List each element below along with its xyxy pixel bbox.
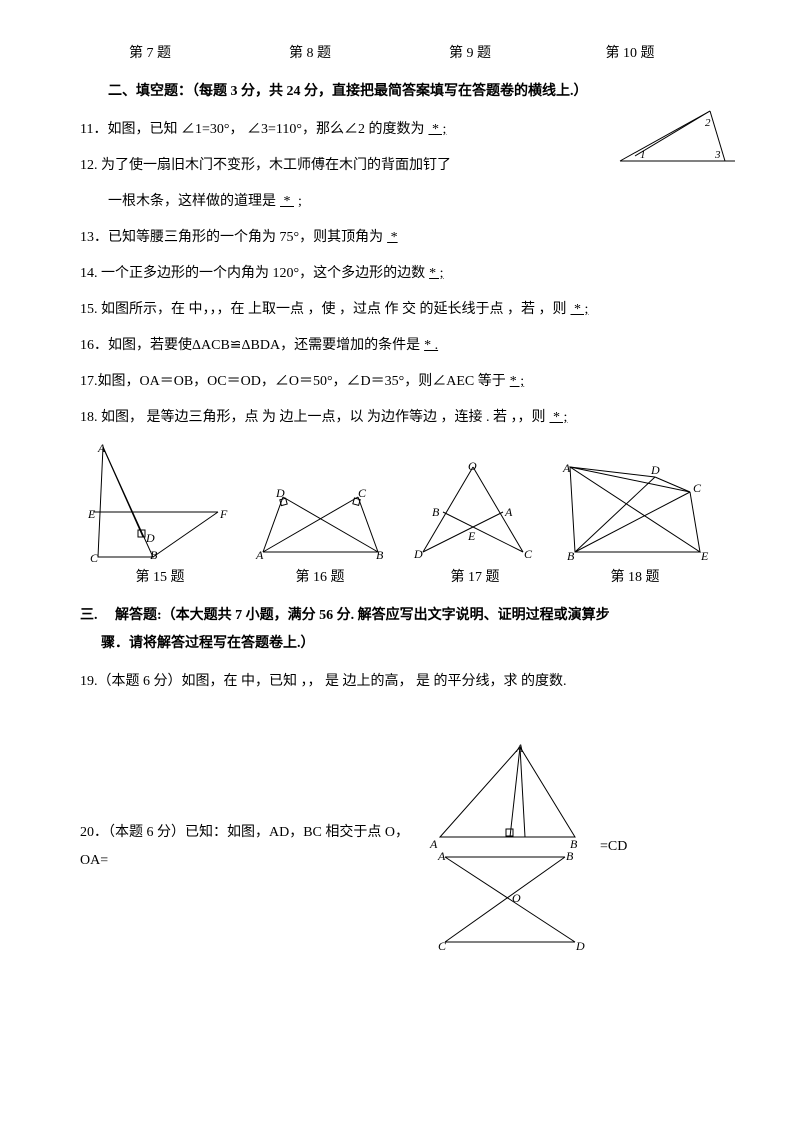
q16-text: 16．如图，若要使ΔACB≌ΔBDA，还需要增加的条件是: [80, 338, 420, 353]
q12b-blank: *: [276, 194, 298, 209]
question-12b: 一根木条，这样做的道理是 * ;: [80, 188, 740, 216]
label-q9: 第 9 题: [400, 40, 540, 68]
svg-text:D: D: [275, 487, 285, 500]
sec3-c: 骤．请将解答过程写在答题卷上.）: [101, 636, 315, 651]
svg-text:D: D: [650, 463, 660, 477]
section-3-title: 三. 解答题:（本大题共 7 小题，满分 56 分. 解答应写出文字说明、证明过…: [80, 602, 740, 658]
svg-text:B: B: [566, 849, 574, 863]
svg-text:1: 1: [640, 149, 646, 161]
question-13: 13．已知等腰三角形的一个角为 75°，则其顶角为 *: [80, 224, 740, 252]
q16-blank: * .: [420, 338, 442, 353]
svg-text:B: B: [432, 505, 440, 519]
svg-text:A: A: [562, 462, 571, 475]
svg-text:A: A: [437, 849, 446, 863]
label-q10: 第 10 题: [540, 40, 720, 68]
label-fig18: 第 18 题: [550, 564, 720, 592]
svg-text:E: E: [700, 549, 709, 562]
question-14: 14. 一个正多边形的一个内角为 120°，这个多边形的边数* ;: [80, 260, 740, 288]
label-fig17: 第 17 题: [400, 564, 550, 592]
q20-post: =CD: [600, 833, 627, 861]
q13-text: 13．已知等腰三角形的一个角为 75°，则其顶角为: [80, 230, 383, 245]
label-q8: 第 8 题: [220, 40, 400, 68]
svg-text:F: F: [219, 507, 228, 521]
q18-text: 18. 如图， 是等边三角形，点 为 边上一点，以 为边作等边 ，连接 . 若 …: [80, 410, 546, 425]
q17-text: 17.如图，OA＝OB，OC＝OD，∠O＝50°，∠D＝35°，则∠AEC 等于: [80, 374, 506, 389]
svg-text:O: O: [468, 462, 477, 473]
q20-pre: 20．（本题 6 分）已知：如图，AD，BC 相交于点 O，OA=: [80, 825, 409, 868]
svg-text:C: C: [358, 487, 367, 500]
figures-row: A E F C D B A B D C: [80, 442, 740, 562]
label-q7: 第 7 题: [80, 40, 220, 68]
q14-blank: * ;: [425, 266, 447, 281]
figure-15: A E F C D B: [80, 442, 240, 562]
question-17: 17.如图，OA＝OB，OC＝OD，∠O＝50°，∠D＝35°，则∠AEC 等于…: [80, 368, 740, 396]
q14-text: 14. 一个正多边形的一个内角为 120°，这个多边形的边数: [80, 266, 425, 281]
q15-text: 15. 如图所示，在 中，，，在 上取一点 ，使 ，过点 作 交 的延长线于点 …: [80, 302, 567, 317]
svg-text:C: C: [524, 547, 533, 561]
svg-text:E: E: [467, 529, 476, 543]
figure-labels-row: 第 15 题 第 16 题 第 17 题 第 18 题: [80, 564, 740, 592]
q11-text: 11．如图，已知 ∠1=30°， ∠3=110°，那么∠2 的度数为: [80, 122, 424, 137]
svg-text:B: B: [150, 548, 158, 562]
svg-text:D: D: [413, 547, 423, 561]
figure-17: O D C B A E: [400, 462, 550, 562]
question-20-row: 20．（本题 6 分）已知：如图，AD，BC 相交于点 O，OA= A A B …: [80, 742, 740, 952]
figure-16: A B D C: [240, 487, 400, 562]
svg-text:3: 3: [714, 149, 721, 161]
q11-blank: * ;: [424, 122, 450, 137]
svg-text:A: A: [255, 548, 264, 562]
question-11: 11．如图，已知 ∠1=30°， ∠3=110°，那么∠2 的度数为 * ; 1…: [80, 116, 740, 144]
section-2-title: 二、填空题：（每题 3 分，共 24 分，直接把最简答案填写在答题卷的横线上.）: [80, 78, 740, 106]
figure-q19-q20: A A B A B C D O: [420, 742, 600, 952]
svg-text:A: A: [97, 442, 106, 455]
svg-text:C: C: [693, 481, 702, 495]
svg-text:D: D: [575, 939, 585, 952]
svg-text:D: D: [145, 531, 155, 545]
question-15: 15. 如图所示，在 中，，，在 上取一点 ，使 ，过点 作 交 的延长线于点 …: [80, 296, 740, 324]
svg-text:B: B: [376, 548, 384, 562]
q13-blank: *: [383, 230, 402, 245]
svg-text:2: 2: [705, 117, 711, 129]
svg-text:C: C: [90, 551, 99, 562]
svg-text:O: O: [512, 891, 521, 905]
top-question-labels: 第 7 题 第 8 题 第 9 题 第 10 题: [80, 40, 740, 68]
svg-text:A: A: [429, 837, 438, 851]
label-fig16: 第 16 题: [240, 564, 400, 592]
q12b-text: 一根木条，这样做的道理是: [108, 194, 276, 209]
figure-q11: 1 2 3: [615, 106, 740, 168]
question-16: 16．如图，若要使ΔACB≌ΔBDA，还需要增加的条件是* .: [80, 332, 740, 360]
question-18: 18. 如图， 是等边三角形，点 为 边上一点，以 为边作等边 ，连接 . 若 …: [80, 404, 740, 432]
q18-blank: * ;: [546, 410, 572, 425]
svg-text:A: A: [515, 742, 524, 755]
label-fig15: 第 15 题: [80, 564, 240, 592]
svg-text:C: C: [438, 939, 447, 952]
figure-18: A B E D C: [550, 462, 720, 562]
sec3-a: 三.: [80, 608, 98, 623]
svg-text:E: E: [88, 507, 96, 521]
q15-blank: * ;: [567, 302, 593, 317]
sec3-b: 解答题:（本大题共 7 小题，满分 56 分. 解答应写出文字说明、证明过程或演…: [115, 608, 610, 623]
q17-blank: * ;: [506, 374, 528, 389]
question-20: 20．（本题 6 分）已知：如图，AD，BC 相交于点 O，OA=: [80, 819, 420, 875]
svg-text:B: B: [567, 549, 575, 562]
question-19: 19.（本题 6 分）如图，在 中，已知 ，， 是 边上的高， 是 的平分线，求…: [80, 668, 740, 696]
svg-text:A: A: [504, 505, 513, 519]
